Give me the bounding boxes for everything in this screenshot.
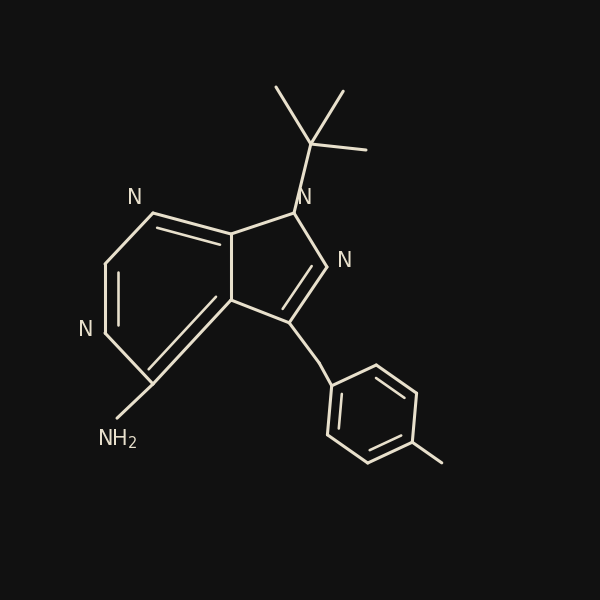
- Text: N: N: [78, 320, 94, 340]
- Text: NH$_2$: NH$_2$: [97, 427, 137, 451]
- Text: N: N: [297, 188, 313, 208]
- Text: N: N: [337, 251, 353, 271]
- Text: N: N: [127, 188, 143, 208]
